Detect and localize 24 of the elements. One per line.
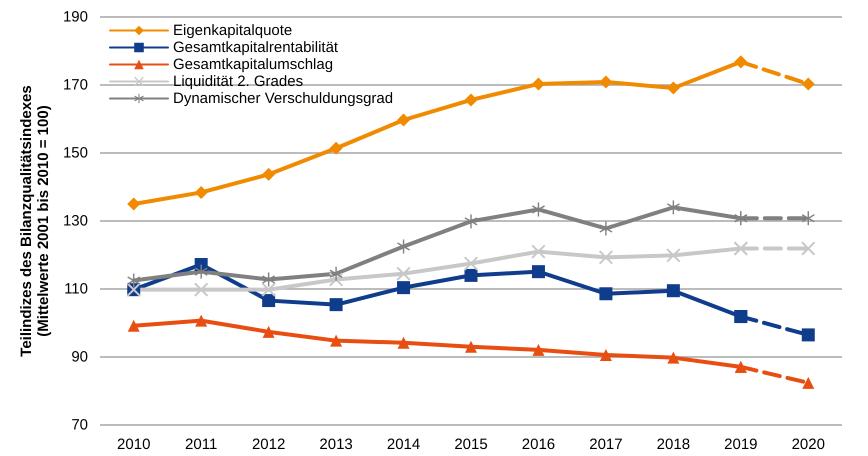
x-tick-label: 2017 [589, 436, 623, 453]
legend-label: Gesamtkapitalrentabilität [173, 39, 339, 56]
legend-label: Eigenkapitalquote [173, 22, 292, 39]
y-tick-label: 190 [62, 8, 88, 26]
y-tick-label: 90 [71, 348, 88, 366]
x-tick-label: 2019 [724, 436, 758, 453]
x-tick-label: 2013 [319, 436, 353, 453]
legend-label: Dynamischer Verschuldungsgrad [173, 90, 394, 107]
y-tick-label: 170 [62, 76, 88, 94]
x-tick-label: 2020 [792, 436, 825, 453]
legend-label: Gesamtkapitalumschlag [173, 56, 334, 73]
y-tick-label: 150 [62, 144, 88, 162]
x-tick-label: 2015 [454, 436, 488, 453]
legend-label: Liquidität 2. Grades [173, 73, 304, 90]
x-tick-label: 2014 [386, 436, 420, 453]
x-tick-label: 2011 [185, 436, 218, 453]
y-tick-label: 110 [64, 280, 88, 298]
x-tick-label: 2016 [522, 436, 556, 453]
y-tick-label: 70 [71, 416, 88, 434]
y-axis-title: Teilindizes des Bilanzqualitätsindexes (Mittelwerte 2001 bis 2010 = 100) [18, 85, 52, 357]
x-tick-label: 2010 [117, 436, 150, 453]
y-tick-label: 130 [62, 212, 88, 230]
x-tick-label: 2012 [252, 436, 286, 453]
x-tick-label: 2018 [656, 436, 690, 453]
